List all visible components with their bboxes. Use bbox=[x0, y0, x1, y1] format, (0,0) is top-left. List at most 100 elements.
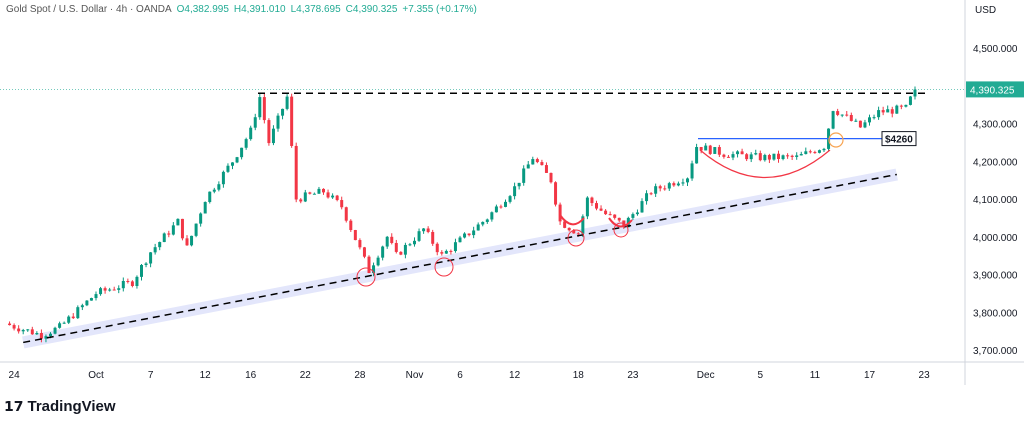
candle-body bbox=[340, 200, 344, 208]
candle-body bbox=[890, 109, 894, 114]
candle-body bbox=[604, 210, 608, 215]
candle-body bbox=[271, 128, 275, 144]
candle-body bbox=[849, 115, 853, 121]
x-tick-label: 22 bbox=[300, 370, 312, 381]
candle-body bbox=[135, 276, 139, 287]
candle-body bbox=[467, 233, 471, 236]
candle-body bbox=[508, 196, 512, 202]
x-tick-label: 7 bbox=[148, 370, 154, 381]
candle-body bbox=[763, 155, 767, 161]
x-tick-label: 11 bbox=[810, 370, 821, 381]
candle-body bbox=[717, 147, 721, 155]
candle-body bbox=[808, 151, 812, 153]
candle-body bbox=[331, 195, 335, 198]
candle-body bbox=[285, 96, 289, 109]
candle-body bbox=[617, 217, 621, 221]
candle-body bbox=[235, 157, 239, 163]
candle-body bbox=[549, 172, 553, 183]
candle-body bbox=[322, 188, 325, 193]
last-price-badge bbox=[966, 81, 1024, 98]
candle-body bbox=[831, 111, 835, 129]
candle-body bbox=[472, 230, 476, 236]
candle-body bbox=[21, 329, 25, 332]
candle-body bbox=[372, 265, 376, 274]
ohlc-close: C4,390.325 bbox=[345, 4, 398, 15]
candle-body bbox=[708, 145, 712, 154]
x-tick-label: 23 bbox=[627, 370, 639, 381]
candle-body bbox=[385, 236, 389, 247]
candle-body bbox=[613, 214, 617, 218]
candle-body bbox=[767, 155, 771, 160]
candle-body bbox=[258, 97, 262, 118]
candle-body bbox=[226, 165, 230, 172]
candle-body bbox=[836, 111, 840, 115]
candle-body bbox=[30, 329, 34, 335]
y-tick-label: 4,500.000 bbox=[973, 44, 1018, 55]
candle-body bbox=[544, 165, 548, 173]
currency-label: USD bbox=[975, 5, 996, 16]
candle-body bbox=[267, 120, 271, 144]
x-tick-label: 18 bbox=[573, 370, 585, 381]
candle-body bbox=[631, 214, 635, 218]
candle-body bbox=[777, 153, 780, 160]
candle-body bbox=[576, 233, 580, 235]
candle-body bbox=[699, 147, 703, 151]
candle-body bbox=[435, 243, 439, 253]
candle-body bbox=[53, 327, 57, 334]
ohlc-open: O4,382.995 bbox=[176, 4, 229, 15]
candle-body bbox=[772, 153, 776, 160]
candle-body bbox=[117, 288, 121, 290]
y-tick-label: 3,700.000 bbox=[973, 346, 1018, 357]
candle-body bbox=[80, 305, 84, 308]
candle-body bbox=[240, 147, 244, 158]
candle-body bbox=[249, 127, 253, 140]
candle-body bbox=[212, 189, 216, 192]
candle-body bbox=[399, 251, 403, 255]
x-tick-label: 12 bbox=[509, 370, 521, 381]
candle-body bbox=[62, 322, 66, 324]
candle-body bbox=[676, 183, 680, 186]
candle-body bbox=[253, 117, 257, 128]
candle-body bbox=[595, 203, 598, 209]
candle-body bbox=[376, 257, 380, 266]
candle-body bbox=[854, 120, 858, 122]
candle-body bbox=[303, 192, 307, 202]
candle-body bbox=[731, 154, 735, 158]
candle-body bbox=[704, 145, 708, 151]
candle-body bbox=[326, 192, 330, 198]
candle-body bbox=[126, 280, 130, 282]
candle-body bbox=[221, 171, 225, 185]
candle-body bbox=[130, 281, 134, 287]
candle-body bbox=[103, 288, 107, 291]
candle-body bbox=[822, 148, 826, 151]
tradingview-logo[interactable]: 𝟭𝟳 TradingView bbox=[4, 398, 116, 415]
candle-body bbox=[640, 201, 644, 213]
x-tick-label: 17 bbox=[864, 370, 876, 381]
candle-body bbox=[390, 236, 394, 243]
candle-body bbox=[736, 151, 740, 155]
symbol-header: Gold Spot / U.S. Dollar · 4h · OANDA O4,3… bbox=[6, 4, 477, 15]
candle-body bbox=[17, 328, 21, 332]
candle-body bbox=[740, 151, 744, 155]
candle-body bbox=[526, 164, 530, 169]
candle-body bbox=[453, 242, 457, 252]
candle-body bbox=[881, 110, 885, 113]
candle-body bbox=[262, 97, 266, 121]
candle-body bbox=[522, 168, 526, 183]
candle-body bbox=[504, 201, 507, 207]
candle-body bbox=[813, 152, 817, 154]
y-tick-label: 3,900.000 bbox=[973, 271, 1018, 282]
support-circle bbox=[613, 222, 629, 238]
candle-body bbox=[35, 332, 39, 335]
candle-body bbox=[485, 219, 489, 222]
candle-body bbox=[94, 294, 98, 299]
candle-body bbox=[799, 154, 803, 156]
candle-body bbox=[599, 208, 603, 211]
candle-body bbox=[863, 122, 867, 128]
candle-body bbox=[99, 288, 103, 295]
candle-body bbox=[290, 96, 294, 146]
y-tick-label: 4,300.000 bbox=[973, 120, 1018, 131]
candle-body bbox=[276, 115, 280, 129]
candle-body bbox=[672, 183, 676, 186]
